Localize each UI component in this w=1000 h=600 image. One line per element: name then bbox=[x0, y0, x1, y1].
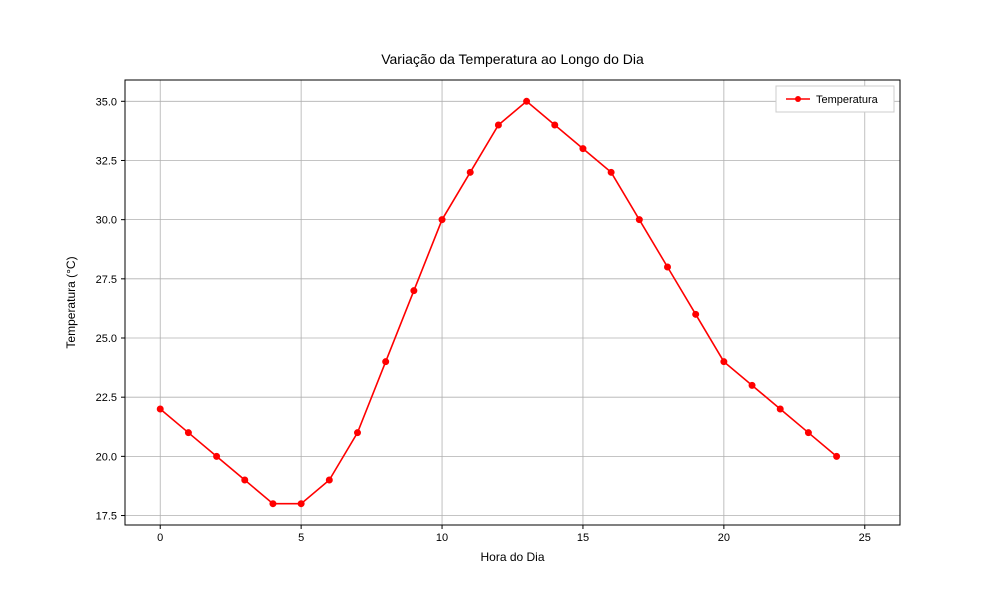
data-point bbox=[467, 169, 473, 175]
y-tick-label: 32.5 bbox=[96, 155, 117, 167]
data-point bbox=[495, 122, 501, 128]
data-point bbox=[411, 288, 417, 294]
data-point bbox=[157, 406, 163, 412]
data-point bbox=[749, 382, 755, 388]
data-point bbox=[524, 98, 530, 104]
data-point bbox=[693, 311, 699, 317]
temperature-line bbox=[160, 101, 836, 503]
data-point bbox=[721, 359, 727, 365]
y-tick-label: 17.5 bbox=[96, 511, 117, 523]
temperature-chart: 0 5 10 15 20 25 17.5 20.0 22.5 25.0 27.5 30.0 32.5 35… bbox=[0, 0, 1000, 600]
y-tick-label: 25.0 bbox=[96, 333, 117, 345]
legend-label: Temperatura bbox=[816, 94, 879, 106]
chart-title: Variação da Temperatura ao Longo do Dia bbox=[381, 51, 644, 67]
data-point bbox=[777, 406, 783, 412]
data-point bbox=[608, 169, 614, 175]
data-point bbox=[326, 477, 332, 483]
x-tick-label: 5 bbox=[298, 532, 304, 544]
y-tick-label: 30.0 bbox=[96, 215, 117, 227]
data-point bbox=[383, 359, 389, 365]
data-point bbox=[580, 146, 586, 152]
x-tick-label: 10 bbox=[436, 532, 448, 544]
data-point bbox=[552, 122, 558, 128]
data-point bbox=[355, 430, 361, 436]
x-axis-label: Hora do Dia bbox=[480, 550, 544, 564]
x-tick-label: 15 bbox=[577, 532, 589, 544]
plot-border bbox=[125, 80, 900, 525]
chart-container: 0 5 10 15 20 25 17.5 20.0 22.5 25.0 27.5 30.0 32.5 35… bbox=[0, 0, 1000, 600]
x-tick-label: 20 bbox=[718, 532, 730, 544]
y-tick-label: 27.5 bbox=[96, 274, 117, 286]
data-point bbox=[805, 430, 811, 436]
y-tick-label: 22.5 bbox=[96, 392, 117, 404]
y-tick-label: 20.0 bbox=[96, 451, 117, 463]
y-axis-label: Temperatura (°C) bbox=[64, 256, 78, 348]
x-tick-label: 0 bbox=[157, 532, 163, 544]
data-point bbox=[214, 453, 220, 459]
y-tick-label: 35.0 bbox=[96, 96, 117, 108]
data-point bbox=[270, 501, 276, 507]
data-point bbox=[242, 477, 248, 483]
x-tick-label: 25 bbox=[859, 532, 871, 544]
data-point bbox=[298, 501, 304, 507]
data-point bbox=[185, 430, 191, 436]
data-point bbox=[439, 217, 445, 223]
data-point bbox=[834, 453, 840, 459]
data-point bbox=[665, 264, 671, 270]
data-point bbox=[636, 217, 642, 223]
legend-marker-sample bbox=[795, 96, 801, 102]
